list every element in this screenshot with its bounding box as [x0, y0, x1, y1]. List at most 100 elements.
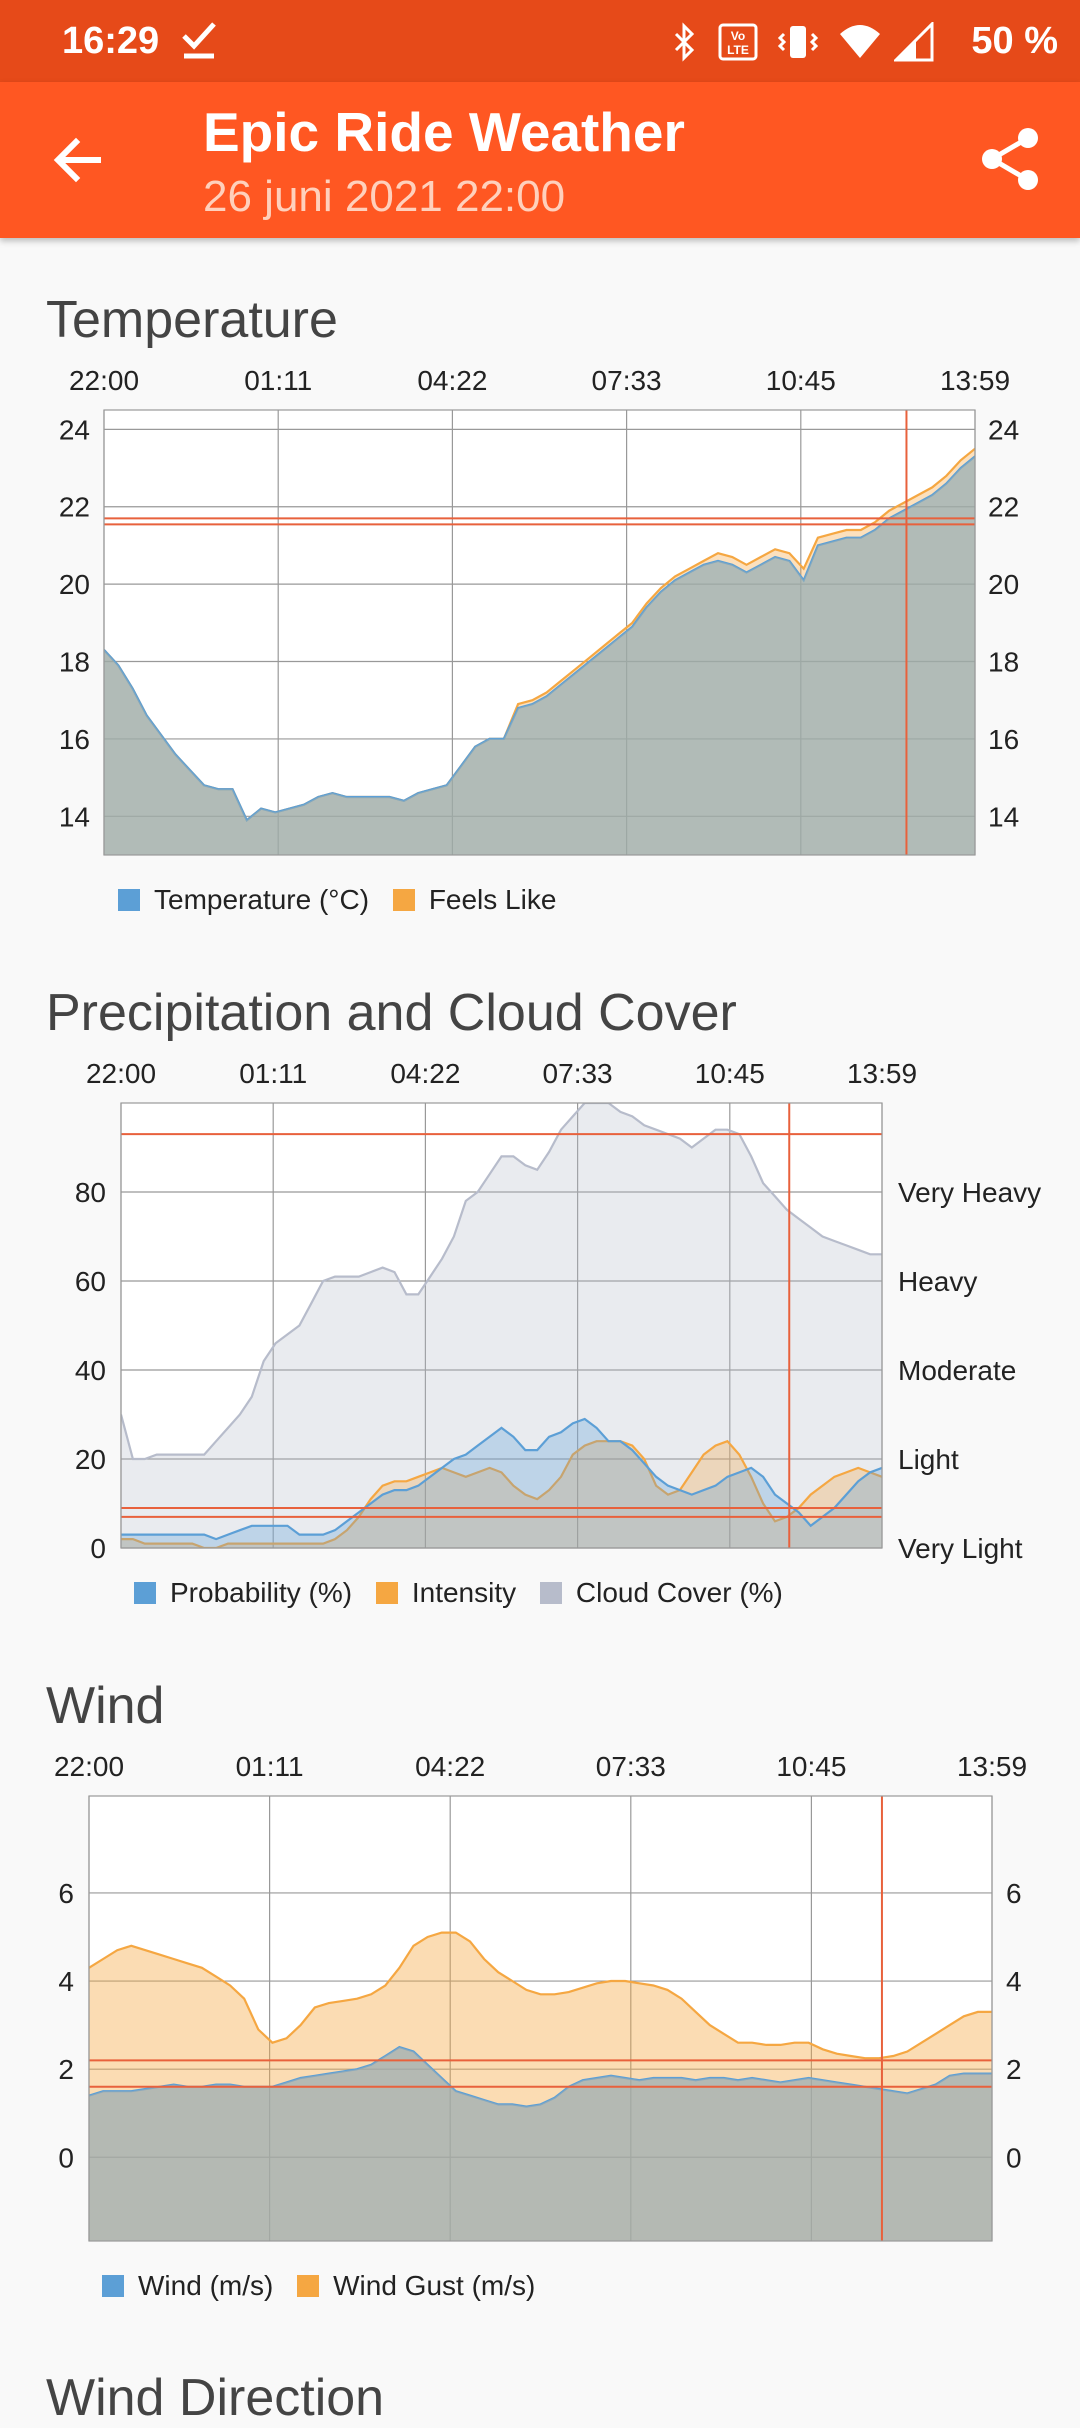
x-tick-label: 10:45 [776, 1751, 846, 1782]
legend-swatch-gray [539, 1582, 562, 1604]
temperature-chart: 22:00 01:11 04:22 07:33 10:45 13:59 24 24 22 22 20… [59, 365, 1019, 856]
legend-label: Probability (%) [170, 1577, 353, 1608]
x-tick-label: 01:11 [244, 365, 312, 396]
series-line-intensity [121, 1439, 882, 1548]
wind-legend: Wind (m/s) Wind Gust (m/s) [102, 2270, 551, 2310]
x-tick-label: 13:59 [940, 365, 1010, 396]
status-bar: 16:29 Vo LTE 50 % [0, 0, 1080, 82]
x-tick-label: 22:00 [69, 365, 139, 396]
y-right-tick-label: Very Heavy [898, 1177, 1041, 1208]
vibrate-icon [778, 26, 818, 58]
y-right-tick-label: Very Light [898, 1533, 1023, 1564]
page-subtitle: 26 juni 2021 22:00 [203, 172, 566, 221]
y-right-tick-label: 6 [1006, 1878, 1022, 1909]
y-right-tick-label: Heavy [898, 1266, 977, 1297]
legend-item-wind: Wind (m/s) [102, 2270, 273, 2302]
y-right-tick-label: Moderate [898, 1355, 1016, 1386]
x-tick-label: 22:00 [86, 1058, 156, 1089]
y-tick-label: 18 [59, 647, 90, 678]
precipitation-chart: 22:00 01:11 04:22 07:33 10:45 13:59 80 Very Hea… [75, 1058, 1041, 1564]
series-group [104, 447, 975, 855]
x-tick-label: 04:22 [417, 365, 487, 396]
x-tick-label: 10:45 [766, 365, 836, 396]
wifi-icon [840, 25, 880, 58]
y-tick-label: 0 [58, 2142, 74, 2173]
y-tick-label: 20 [75, 1444, 106, 1475]
svg-text:Vo: Vo [731, 29, 745, 43]
x-tick-label: 04:22 [415, 1751, 485, 1782]
svg-text:LTE: LTE [727, 43, 749, 57]
legend-label: Temperature (°C) [154, 884, 370, 915]
y-right-tick-label: 20 [988, 569, 1019, 600]
plot-border [103, 409, 976, 856]
legend-swatch-orange [375, 1582, 398, 1604]
temperature-legend: Temperature (°C) Feels Like [118, 884, 572, 924]
legend-label: Wind Gust (m/s) [333, 2270, 536, 2301]
x-tick-label: 07:33 [543, 1058, 613, 1089]
bluetooth-icon [674, 22, 695, 62]
plot-border [120, 1102, 883, 1549]
share-icon[interactable] [978, 126, 1042, 192]
legend-item-intensity: Intensity [375, 1577, 517, 1609]
wind-fill-blend [89, 2047, 992, 2241]
y-tick-label: 60 [75, 1266, 106, 1297]
y-tick-label: 14 [59, 801, 90, 832]
series-line-temperature-c [104, 455, 975, 822]
status-icons: Vo LTE [672, 22, 972, 62]
wind-chart: 22:00 01:11 04:22 07:33 10:45 13:59 6 6 4 4 2 2 0 0 [54, 1751, 1027, 2242]
wind-section-title: Wind [46, 1677, 165, 1735]
y-tick-label: 0 [90, 1533, 106, 1564]
y-tick-label: 22 [59, 492, 90, 523]
x-tick-label: 10:45 [695, 1058, 765, 1089]
back-arrow-icon[interactable] [50, 132, 106, 188]
y-tick-label: 16 [59, 724, 90, 755]
y-tick-label: 80 [75, 1177, 106, 1208]
precipitation-section-title: Precipitation and Cloud Cover [46, 984, 737, 1042]
status-time: 16:29 [62, 20, 160, 62]
y-tick-label: 24 [59, 414, 90, 445]
y-tick-label: 40 [75, 1355, 106, 1386]
y-right-tick-label: 0 [1006, 2142, 1022, 2173]
y-right-tick-label: 14 [988, 801, 1019, 832]
x-tick-label: 01:11 [239, 1058, 307, 1089]
legend-swatch-blue [102, 2275, 124, 2297]
series-line-wind-gust-m-s [89, 1931, 992, 2060]
legend-item-wind-gust: Wind Gust (m/s) [297, 2270, 535, 2302]
y-tick-label: 6 [58, 1878, 74, 1909]
volte-icon: Vo LTE [718, 23, 758, 61]
page-title: Epic Ride Weather [203, 101, 685, 163]
y-tick-label: 20 [59, 569, 90, 600]
legend-item-temperature: Temperature (°C) [118, 884, 369, 916]
temperature-section-title: Temperature [46, 291, 338, 349]
series-line-cloud-cover [121, 1103, 882, 1461]
legend-item-cloud-cover: Cloud Cover (%) [539, 1577, 783, 1609]
app-bar: Epic Ride Weather 26 juni 2021 22:00 [0, 82, 1080, 238]
series-area-wind-m-s [89, 2047, 992, 2241]
series-area-cloud-cover [121, 1103, 882, 1548]
x-tick-label: 13:59 [847, 1058, 917, 1089]
y-right-tick-label: 18 [988, 647, 1019, 678]
y-right-tick-label: Light [898, 1444, 959, 1475]
series-line-probability [121, 1417, 882, 1541]
legend-item-probability: Probability (%) [134, 1577, 352, 1609]
x-tick-label: 22:00 [54, 1751, 124, 1782]
series-area-probability [121, 1419, 882, 1548]
check-icon [182, 22, 216, 59]
signal-icon [894, 22, 934, 62]
series-group [121, 1103, 882, 1548]
legend-swatch-orange [297, 2275, 320, 2297]
legend-label: Intensity [411, 1577, 517, 1608]
y-right-tick-label: 16 [988, 724, 1019, 755]
legend-swatch-blue [134, 1582, 156, 1604]
y-right-tick-label: 22 [988, 492, 1019, 523]
x-tick-label: 13:59 [957, 1751, 1027, 1782]
y-tick-label: 2 [58, 2054, 74, 2085]
x-tick-label: 01:11 [236, 1751, 304, 1782]
legend-swatch-orange [392, 889, 415, 911]
legend-label: Cloud Cover (%) [575, 1577, 783, 1608]
x-tick-label: 07:33 [596, 1751, 666, 1782]
plot-border [88, 1795, 993, 2242]
precipitation-legend: Probability (%) Intensity Cloud Cover (%… [134, 1577, 799, 1617]
legend-item-feels-like: Feels Like [392, 884, 556, 916]
legend-swatch-blue [118, 889, 140, 911]
